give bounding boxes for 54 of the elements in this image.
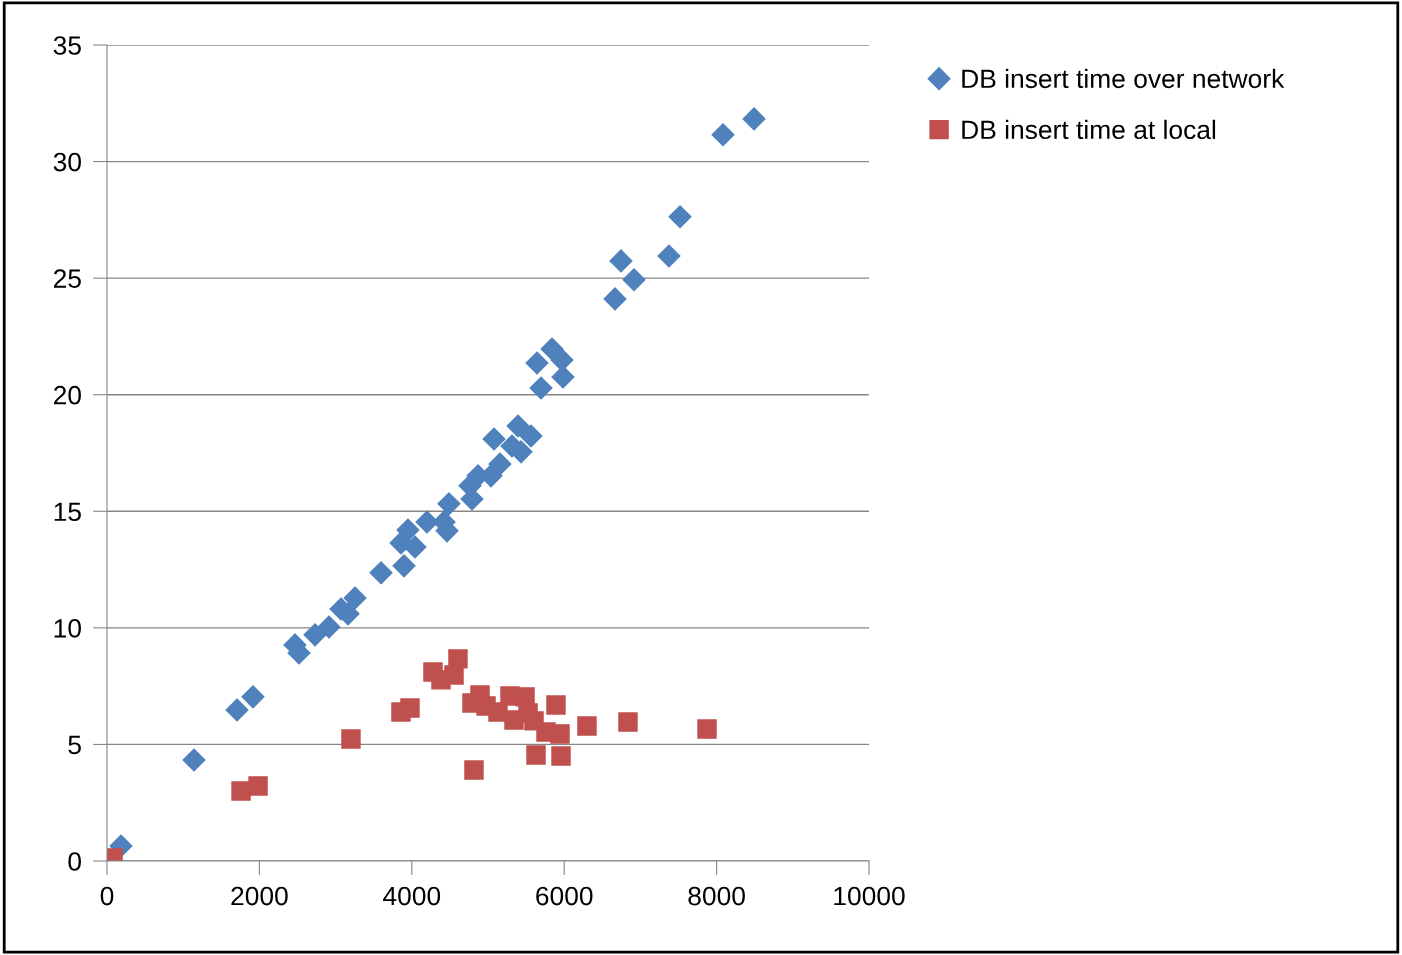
point <box>519 424 543 448</box>
x-tick-label: 4000 <box>383 886 441 906</box>
point <box>225 698 249 722</box>
y-tick-label: 25 <box>53 269 81 288</box>
point <box>577 716 597 736</box>
point <box>551 746 571 766</box>
x-tick-label: 2000 <box>231 886 288 906</box>
point <box>392 554 416 578</box>
point <box>609 249 633 273</box>
legend-label: DB insert time at local <box>962 119 1216 140</box>
point <box>603 287 627 311</box>
point <box>622 268 646 292</box>
point <box>546 695 566 715</box>
point <box>550 724 570 744</box>
y-tick-label: 10 <box>54 618 81 638</box>
y-tick-label: 35 <box>53 36 81 55</box>
point <box>529 376 553 400</box>
x-tick-label: 8000 <box>688 886 745 906</box>
point <box>697 719 717 739</box>
point <box>403 535 427 559</box>
point <box>231 781 251 801</box>
y-tick-label: 30 <box>53 152 81 172</box>
y-tick-label: 15 <box>54 502 81 522</box>
point <box>341 729 361 749</box>
x-tick-label: 6000 <box>536 886 593 906</box>
legend-label: DB insert time over network <box>962 68 1285 89</box>
point <box>182 748 206 772</box>
point <box>488 452 512 476</box>
point <box>464 760 484 780</box>
point <box>506 414 530 438</box>
point <box>241 685 265 709</box>
point <box>317 615 341 639</box>
y-tick-label: 0 <box>68 852 81 871</box>
point <box>526 745 546 765</box>
point <box>400 698 420 718</box>
y-tick-label: 20 <box>53 385 81 405</box>
point <box>618 712 638 732</box>
point <box>448 649 468 669</box>
point <box>525 351 549 375</box>
point <box>396 518 420 542</box>
point <box>303 623 327 647</box>
point <box>668 205 692 229</box>
x-tick-label: 10000 <box>834 886 905 906</box>
point <box>657 244 681 268</box>
point <box>551 365 575 389</box>
point <box>711 123 735 147</box>
point <box>437 492 461 516</box>
x-tick-label: 0 <box>100 886 114 906</box>
point <box>248 776 268 796</box>
point <box>482 427 506 451</box>
y-tick-label: 5 <box>68 735 81 755</box>
point <box>742 107 766 131</box>
point <box>369 561 393 585</box>
point <box>343 586 367 610</box>
